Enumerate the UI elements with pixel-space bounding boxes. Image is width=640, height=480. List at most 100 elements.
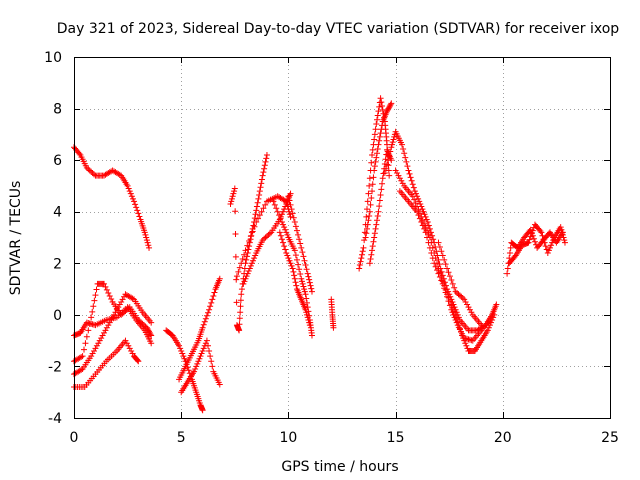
data-point bbox=[211, 289, 218, 296]
data-point bbox=[444, 265, 451, 272]
data-point bbox=[203, 312, 210, 319]
data-point bbox=[260, 205, 267, 212]
data-point bbox=[91, 171, 98, 178]
data-point bbox=[530, 235, 537, 242]
data-point bbox=[431, 260, 438, 267]
data-point bbox=[258, 208, 265, 215]
data-point bbox=[454, 289, 461, 296]
data-point bbox=[296, 236, 303, 243]
data-point bbox=[134, 357, 141, 364]
data-point bbox=[373, 121, 380, 128]
data-point bbox=[425, 239, 432, 246]
data-point bbox=[435, 270, 442, 277]
data-point bbox=[468, 309, 475, 316]
data-point bbox=[276, 212, 283, 219]
data-point bbox=[374, 150, 381, 157]
data-point bbox=[450, 311, 457, 318]
data-point bbox=[129, 195, 136, 202]
data-point bbox=[129, 295, 136, 302]
data-point bbox=[253, 203, 260, 210]
data-point bbox=[121, 309, 128, 316]
data-point bbox=[462, 298, 469, 305]
data-point bbox=[89, 308, 96, 315]
data-point bbox=[241, 251, 248, 258]
y-tick-label: 10 bbox=[44, 50, 62, 66]
data-point bbox=[124, 182, 131, 189]
data-point bbox=[366, 213, 373, 220]
series-track-r bbox=[366, 146, 395, 267]
data-point bbox=[177, 345, 184, 352]
data-point bbox=[96, 337, 103, 344]
data-point bbox=[116, 301, 123, 308]
data-point bbox=[99, 332, 106, 339]
data-point bbox=[191, 368, 198, 375]
data-point bbox=[559, 229, 566, 236]
data-point bbox=[148, 340, 155, 347]
data-point bbox=[370, 174, 377, 181]
data-point bbox=[386, 104, 393, 111]
y-tick-label: 4 bbox=[53, 205, 62, 221]
data-point bbox=[209, 296, 216, 303]
series-track-s bbox=[381, 128, 500, 334]
data-point bbox=[377, 191, 384, 198]
data-point bbox=[436, 261, 443, 268]
data-point bbox=[359, 251, 366, 258]
data-point bbox=[478, 322, 485, 329]
data-point bbox=[391, 133, 398, 140]
data-point bbox=[132, 201, 139, 208]
data-point bbox=[453, 319, 460, 326]
data-point bbox=[545, 247, 552, 254]
data-point bbox=[91, 297, 98, 304]
data-point bbox=[426, 244, 433, 251]
data-point bbox=[242, 275, 249, 282]
data-point bbox=[507, 244, 514, 251]
data-point bbox=[419, 222, 426, 229]
data-point bbox=[178, 347, 185, 354]
data-point bbox=[303, 309, 310, 316]
series-track-v bbox=[435, 239, 485, 329]
data-point bbox=[385, 162, 392, 169]
data-point bbox=[399, 180, 406, 187]
data-point bbox=[113, 306, 120, 313]
series-track-h bbox=[178, 337, 223, 396]
data-point bbox=[456, 292, 463, 299]
data-point bbox=[435, 239, 442, 246]
data-point bbox=[291, 219, 298, 226]
data-point bbox=[371, 131, 378, 138]
x-tick-label: 10 bbox=[279, 430, 297, 446]
data-point bbox=[421, 225, 428, 232]
data-point bbox=[298, 278, 305, 285]
data-point bbox=[246, 265, 253, 272]
data-point bbox=[451, 314, 458, 321]
data-point bbox=[292, 279, 299, 286]
data-point bbox=[293, 227, 300, 234]
data-point bbox=[88, 353, 95, 360]
data-point bbox=[207, 353, 214, 360]
data-point bbox=[300, 253, 307, 260]
data-point bbox=[300, 283, 307, 290]
data-point bbox=[423, 216, 430, 223]
data-point bbox=[88, 168, 95, 175]
data-point bbox=[232, 253, 239, 260]
data-point bbox=[200, 345, 207, 352]
data-point bbox=[307, 282, 314, 289]
data-point bbox=[452, 317, 459, 324]
data-point bbox=[292, 223, 299, 230]
data-point bbox=[258, 176, 265, 183]
grid-lines bbox=[74, 57, 610, 418]
data-point bbox=[459, 295, 466, 302]
data-point bbox=[303, 295, 310, 302]
data-point bbox=[238, 286, 245, 293]
data-point bbox=[236, 327, 243, 334]
data-point bbox=[289, 210, 296, 217]
data-point bbox=[241, 265, 248, 272]
data-point bbox=[369, 243, 376, 250]
series-track-i bbox=[227, 151, 270, 334]
data-point bbox=[276, 229, 283, 236]
data-point bbox=[301, 257, 308, 264]
chart-title: Day 321 of 2023, Sidereal Day-to-day VTE… bbox=[57, 21, 620, 37]
data-point bbox=[271, 201, 278, 208]
data-point bbox=[194, 360, 201, 367]
data-point bbox=[330, 324, 337, 331]
data-point bbox=[379, 180, 386, 187]
